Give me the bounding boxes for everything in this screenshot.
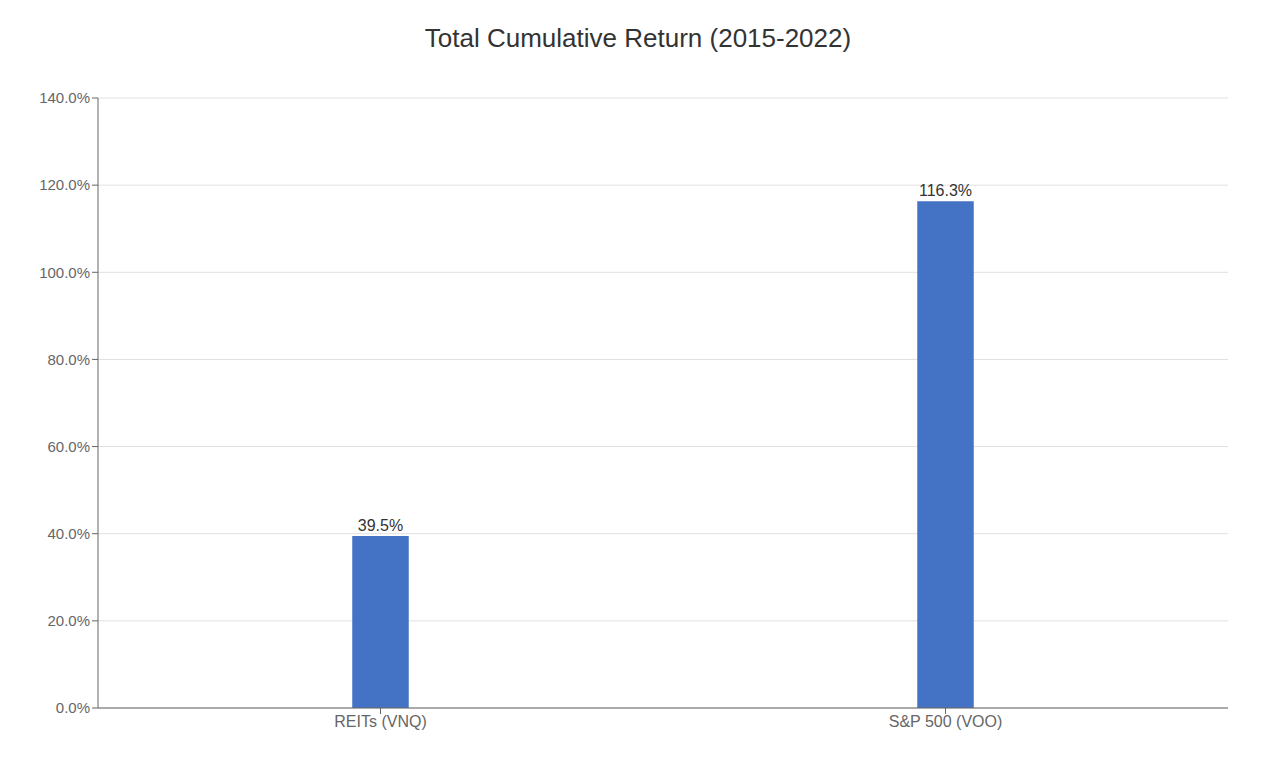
svg-text:80.0%: 80.0% (47, 351, 90, 368)
svg-text:S&P 500 (VOO): S&P 500 (VOO) (889, 713, 1003, 730)
svg-text:39.5%: 39.5% (358, 517, 403, 534)
svg-text:40.0%: 40.0% (47, 525, 90, 542)
svg-text:140.0%: 140.0% (39, 89, 90, 106)
svg-text:20.0%: 20.0% (47, 612, 90, 629)
svg-text:0.0%: 0.0% (56, 699, 90, 716)
svg-text:60.0%: 60.0% (47, 438, 90, 455)
svg-text:REITs (VNQ): REITs (VNQ) (334, 713, 426, 730)
svg-text:116.3%: 116.3% (919, 182, 972, 199)
svg-text:100.0%: 100.0% (39, 264, 90, 281)
html-text:Total Cumulative Return (2015-: Total Cumulative Return (2015-2022) (424, 23, 852, 53)
svg-text:120.0%: 120.0% (39, 176, 90, 193)
